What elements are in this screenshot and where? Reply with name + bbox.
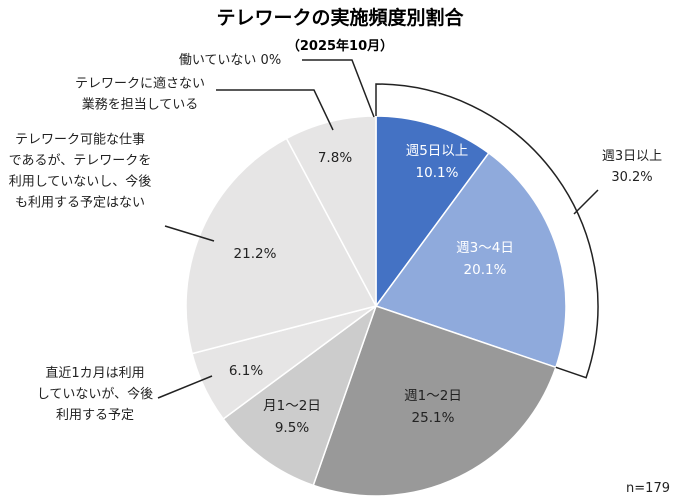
slice-outside-label: も利用する予定はない bbox=[15, 196, 145, 211]
slice-outside-label: 利用していないし、今後 bbox=[9, 174, 152, 190]
slice-outside-label: 業務を担当している bbox=[82, 97, 199, 113]
chart-title: テレワークの実施頻度別割合 bbox=[216, 6, 464, 29]
chart-subtitle: （2025年10月） bbox=[287, 38, 393, 54]
pie-slice bbox=[185, 137, 378, 355]
pie-slice bbox=[222, 303, 378, 487]
slice-value-label: 25.1% bbox=[412, 410, 455, 426]
pie-slice bbox=[375, 115, 490, 309]
slice-value-label: 7.8% bbox=[318, 150, 352, 166]
slice-label: 週5日以上 bbox=[406, 143, 469, 159]
slice-outside-label: であるが、テレワークを bbox=[9, 154, 152, 169]
callout-line bbox=[216, 89, 334, 131]
pie-slice bbox=[312, 305, 557, 497]
slice-value-label: 20.1% bbox=[464, 262, 507, 278]
slice-outside-label: テレワーク可能な仕事 bbox=[15, 133, 145, 148]
callout-line bbox=[164, 225, 215, 242]
slice-label: 月1～2日 bbox=[263, 398, 321, 414]
callout-line bbox=[302, 59, 375, 118]
slice-value-label: 10.1% bbox=[416, 165, 459, 181]
slice-outside-label: 直近1カ月は利用 bbox=[45, 366, 144, 381]
sample-size-note: n=179 bbox=[626, 481, 670, 496]
callout-line bbox=[573, 189, 599, 215]
pie-slice bbox=[374, 152, 567, 369]
slice-outside-label: テレワークに適さない bbox=[75, 76, 205, 92]
slice-value-label: 21.2% bbox=[234, 246, 277, 262]
callout-line bbox=[157, 375, 213, 399]
group-label: 週3日以上 bbox=[602, 149, 662, 164]
slice-outside-label: 働いていない 0% bbox=[179, 53, 281, 68]
slice-value-label: 6.1% bbox=[229, 363, 263, 379]
slice-outside-label: していないが、今後 bbox=[37, 386, 153, 402]
group-bracket bbox=[375, 83, 599, 379]
slice-value-label: 9.5% bbox=[275, 420, 309, 436]
slice-label: 週1～2日 bbox=[404, 388, 462, 404]
group-value-label: 30.2% bbox=[611, 170, 652, 185]
slice-label: 週3～4日 bbox=[456, 240, 514, 256]
slice-outside-label: 利用する予定 bbox=[56, 408, 134, 423]
